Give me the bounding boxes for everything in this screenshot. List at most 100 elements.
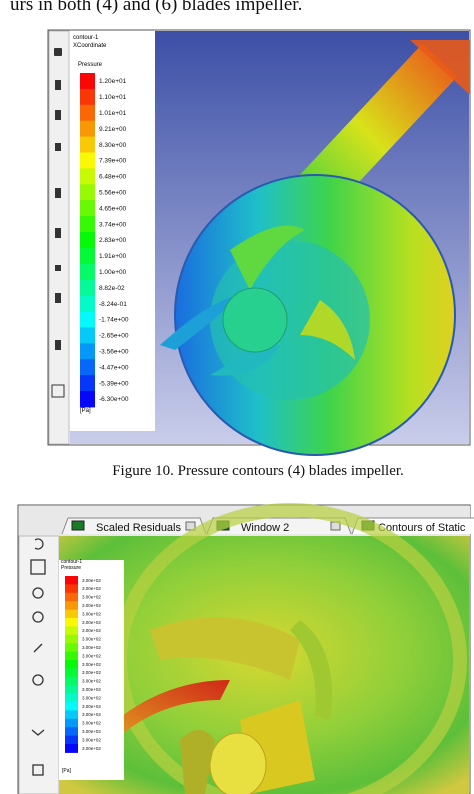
color-band bbox=[80, 247, 95, 265]
color-band bbox=[65, 744, 78, 753]
legend-level: 8.82e-02 bbox=[99, 285, 125, 292]
legend-level: 3.00e+02 bbox=[82, 620, 101, 625]
legend-level: 3.00e+02 bbox=[82, 746, 101, 751]
tabs: Scaled Residuals Window 2 Contours of Stat… bbox=[61, 517, 474, 535]
legend-level: -5.39e+00 bbox=[99, 380, 129, 387]
legend-level: 3.00e+02 bbox=[82, 637, 101, 642]
color-band bbox=[65, 668, 78, 678]
legend-level: 1.91e+00 bbox=[99, 253, 127, 260]
legend-level: 3.00e+02 bbox=[82, 603, 101, 608]
pump-model bbox=[160, 40, 470, 456]
legend-variable: Pressure bbox=[61, 565, 81, 571]
legend-level: 9.21e+00 bbox=[99, 126, 127, 133]
legend-level: 3.00e+02 bbox=[82, 721, 101, 726]
legend-level: 3.00e+02 bbox=[82, 578, 101, 583]
tab-label: Scaled Residuals bbox=[96, 522, 181, 534]
toolbar-icons bbox=[51, 48, 65, 398]
legend-level: 3.74e+00 bbox=[99, 221, 127, 228]
color-band bbox=[80, 391, 95, 408]
legend-level: 3.00e+02 bbox=[82, 729, 101, 734]
legend-level: 3.00e+02 bbox=[82, 704, 101, 709]
color-band bbox=[80, 343, 95, 360]
color-band bbox=[65, 634, 78, 644]
legend-level: 3.00e+02 bbox=[82, 695, 101, 700]
color-band bbox=[80, 279, 95, 297]
toolbar-icons bbox=[30, 538, 46, 776]
legend-level: 3.00e+02 bbox=[82, 712, 101, 717]
color-band bbox=[65, 660, 78, 669]
legend-level: -1.74e+00 bbox=[99, 317, 129, 324]
color-band bbox=[65, 576, 78, 585]
toolbar bbox=[18, 535, 60, 794]
color-band bbox=[80, 232, 95, 249]
color-band bbox=[65, 601, 78, 611]
legend-level: 4.65e+00 bbox=[99, 205, 127, 212]
color-band bbox=[65, 651, 78, 661]
legend-level: -3.56e+00 bbox=[99, 349, 129, 356]
color-band bbox=[65, 727, 78, 737]
legend-level: 8.30e+00 bbox=[99, 142, 127, 149]
tab-label: Window 2 bbox=[241, 522, 289, 534]
legend-level: 3.00e+02 bbox=[82, 687, 101, 692]
color-band bbox=[80, 120, 95, 138]
legend-level: 3.00e+02 bbox=[82, 628, 101, 633]
color-band bbox=[80, 200, 95, 217]
tab-close[interactable] bbox=[185, 521, 196, 531]
color-band bbox=[80, 375, 95, 392]
legend-level: -2.65e+00 bbox=[99, 333, 129, 340]
color-band bbox=[80, 184, 95, 201]
color-band bbox=[65, 718, 78, 728]
legend-level: 1.10e+01 bbox=[99, 94, 127, 101]
color-band bbox=[65, 609, 78, 619]
legend-level: 7.39e+00 bbox=[99, 158, 127, 165]
color-band bbox=[80, 152, 95, 169]
legend-subtitle: XCoordinate bbox=[73, 43, 107, 49]
legend-level: 5.56e+00 bbox=[99, 190, 127, 197]
color-band bbox=[65, 584, 78, 594]
color-band bbox=[80, 168, 95, 185]
legend-level: 6.48e+00 bbox=[99, 174, 127, 181]
color-band bbox=[65, 702, 78, 711]
color-band bbox=[80, 311, 95, 328]
color-band bbox=[65, 626, 78, 636]
legend-title: contour-1 bbox=[61, 559, 82, 565]
legend-level: 1.01e+01 bbox=[99, 110, 127, 117]
legend-level: 3.00e+02 bbox=[82, 645, 101, 650]
color-band bbox=[80, 88, 95, 106]
legend-level: 3.00e+02 bbox=[82, 662, 101, 667]
header-text: urs in both (4) and (6) blades impeller. bbox=[10, 0, 302, 15]
legend-level: 1.00e+00 bbox=[99, 269, 127, 276]
color-band bbox=[65, 685, 78, 695]
color-band bbox=[65, 735, 78, 745]
legend-level: 3.00e+02 bbox=[82, 653, 101, 658]
color-band bbox=[65, 643, 78, 653]
color-band bbox=[80, 359, 95, 376]
legend-level: 1.20e+01 bbox=[99, 78, 127, 85]
legend: contour-1 XCoordinate Pressure [Pa] 1.20… bbox=[73, 35, 129, 414]
color-band bbox=[80, 327, 95, 344]
color-band bbox=[80, 136, 95, 153]
legend-level: 2.83e+00 bbox=[99, 237, 127, 244]
legend: contour-1 Pressure [Pa] 3.00e+02 3.00e+02… bbox=[61, 559, 101, 774]
color-band bbox=[65, 592, 78, 602]
tab-label: Contours of Static bbox=[378, 522, 466, 534]
color-band bbox=[65, 710, 78, 720]
figure-caption: Figure 10. Pressure contours (4) blades … bbox=[112, 463, 404, 479]
legend-level: -4.47e+00 bbox=[99, 364, 129, 371]
legend-level: 3.00e+02 bbox=[82, 611, 101, 616]
legend-title: contour-1 bbox=[73, 35, 99, 41]
color-band bbox=[80, 104, 95, 122]
color-band bbox=[80, 216, 95, 233]
color-band bbox=[65, 618, 78, 627]
legend-unit: [Pa] bbox=[80, 408, 91, 414]
legend-unit: [Pa] bbox=[62, 768, 72, 774]
legend-level: 3.00e+02 bbox=[82, 737, 101, 742]
tab-icon bbox=[71, 520, 85, 531]
color-band bbox=[80, 263, 95, 281]
color-band bbox=[80, 295, 95, 312]
legend-level: 3.00e+02 bbox=[82, 679, 101, 684]
legend-level: 3.00e+02 bbox=[82, 670, 101, 675]
color-band bbox=[80, 73, 95, 90]
legend-variable: Pressure bbox=[78, 62, 103, 68]
